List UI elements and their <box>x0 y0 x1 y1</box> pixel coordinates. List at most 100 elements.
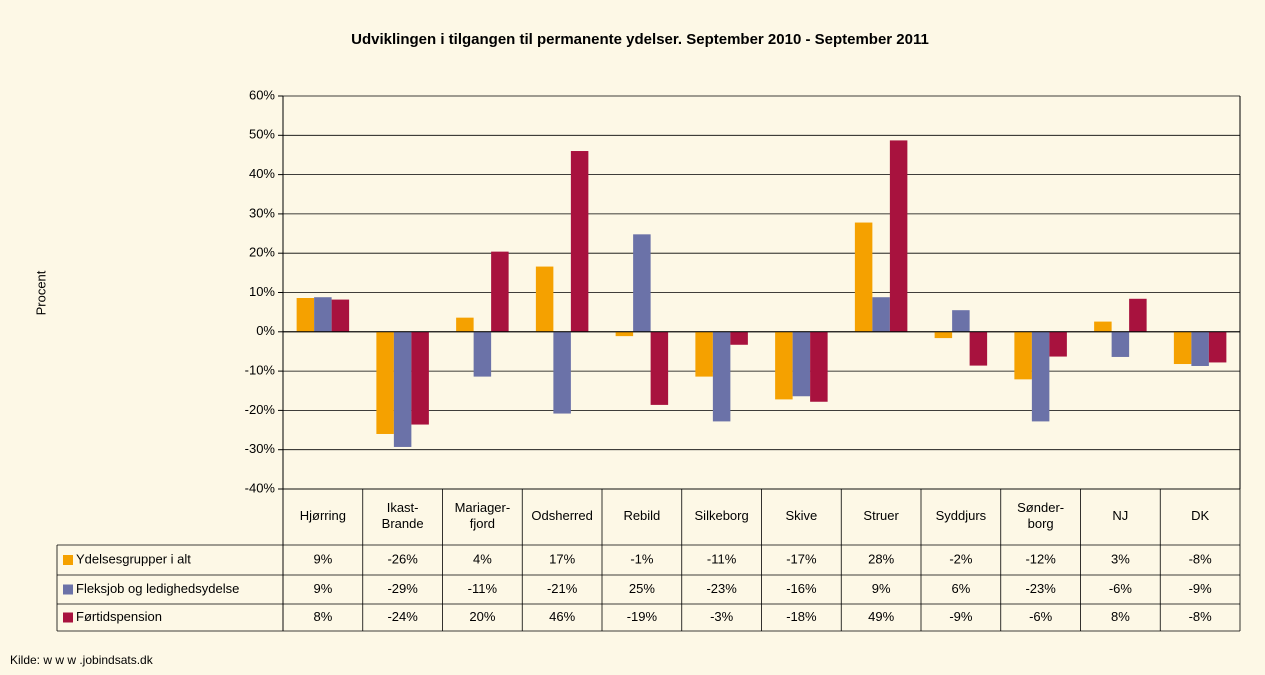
bar <box>331 299 350 332</box>
y-tick-label: -10% <box>245 363 276 378</box>
bar <box>730 331 748 345</box>
table-value: -11% <box>468 581 498 596</box>
bar <box>393 331 412 447</box>
legend-label: Førtidspension <box>76 609 162 624</box>
bar <box>854 222 873 332</box>
table-value: -23% <box>1025 581 1056 596</box>
table-value: 6% <box>951 581 970 596</box>
bar <box>1173 331 1192 365</box>
bar <box>1129 298 1147 332</box>
bar <box>1094 321 1112 332</box>
bar <box>535 266 554 332</box>
x-tick-label-line: fjord <box>470 516 495 531</box>
x-tick-label-line: Ikast- <box>387 500 419 515</box>
x-tick-label: Sønder-borg <box>1017 500 1064 531</box>
bar <box>411 331 429 425</box>
table-value: -29% <box>387 581 418 596</box>
x-tick-label: Rebild <box>623 508 660 523</box>
x-tick-label-line: Rebild <box>623 508 660 523</box>
x-tick-label-line: Silkeborg <box>695 508 749 523</box>
bar <box>934 331 953 339</box>
bar <box>695 331 713 377</box>
y-tick-label: 10% <box>249 284 275 299</box>
bar <box>314 297 332 332</box>
x-tick-label-line: borg <box>1028 516 1054 531</box>
table-value: 9% <box>872 581 891 596</box>
bar <box>570 151 589 332</box>
legend-swatch <box>63 612 73 623</box>
table-value: -12% <box>1025 551 1056 566</box>
chart-title: Udviklingen i tilgangen til permanente y… <box>351 31 929 48</box>
table-value: -9% <box>1189 581 1213 596</box>
table-value: -24% <box>387 609 418 624</box>
x-tick-label: Struer <box>863 508 899 523</box>
bar <box>491 251 509 332</box>
x-tick-label: Mariager-fjord <box>455 500 511 531</box>
table-value: -11% <box>707 551 737 566</box>
table-value: -18% <box>786 609 817 624</box>
table-value: 17% <box>549 551 575 566</box>
bar <box>456 317 474 332</box>
x-tick-label-line: Skive <box>785 508 817 523</box>
table-value: 25% <box>629 581 655 596</box>
legend-swatch <box>63 555 73 565</box>
x-tick-label: Ikast-Brande <box>382 500 424 531</box>
bar <box>1208 331 1227 363</box>
table-value: 8% <box>313 609 332 624</box>
table-value: 8% <box>1111 609 1130 624</box>
table-value: 46% <box>549 609 575 624</box>
x-tick-label-line: DK <box>1191 508 1209 523</box>
x-tick-label: Hjørring <box>300 508 346 523</box>
table-value: 28% <box>868 551 894 566</box>
table-value: 3% <box>1111 551 1130 566</box>
bar <box>1031 331 1050 422</box>
bar <box>872 297 890 332</box>
table-value: 20% <box>469 609 495 624</box>
y-axis-label: Procent <box>33 270 48 315</box>
bar <box>296 298 315 332</box>
y-tick-label: -20% <box>245 402 276 417</box>
bar <box>553 331 571 414</box>
y-tick-label: -30% <box>245 441 276 456</box>
bar <box>650 331 669 405</box>
x-tick-label: DK <box>1191 508 1209 523</box>
x-tick-label: Odsherred <box>531 508 592 523</box>
bar <box>889 140 908 332</box>
table-value: -9% <box>949 609 973 624</box>
y-tick-label: 30% <box>249 205 275 220</box>
bar <box>810 331 828 402</box>
table-value: -6% <box>1109 581 1133 596</box>
x-tick-label: Syddjurs <box>936 508 987 523</box>
x-tick-label-line: Mariager- <box>455 500 511 515</box>
bar <box>952 310 970 332</box>
x-tick-label-line: Struer <box>863 508 899 523</box>
bar <box>633 234 651 332</box>
x-tick-label-line: Brande <box>382 516 424 531</box>
table-value: 9% <box>313 551 332 566</box>
y-tick-label: -40% <box>245 480 276 495</box>
legend-swatch <box>63 584 73 595</box>
y-tick-label: 0% <box>256 323 275 338</box>
bar <box>1014 331 1032 380</box>
y-tick-label: 60% <box>249 87 275 102</box>
table-value: -21% <box>547 581 578 596</box>
y-tick-label: 40% <box>249 166 275 181</box>
bar <box>1111 331 1130 357</box>
x-tick-label-line: NJ <box>1112 508 1128 523</box>
table-value: -8% <box>1189 609 1213 624</box>
table-value: -17% <box>786 551 817 566</box>
table-value: 9% <box>313 581 332 596</box>
y-tick-label: 20% <box>249 245 275 260</box>
table-value: -3% <box>710 609 734 624</box>
x-tick-label-line: Sønder- <box>1017 500 1064 515</box>
bar <box>775 331 793 400</box>
table-value: -23% <box>706 581 737 596</box>
x-tick-label-line: Odsherred <box>531 508 592 523</box>
bar <box>969 331 988 366</box>
legend-label: Fleksjob og ledighedsydelse <box>76 581 239 596</box>
bar <box>1191 331 1209 366</box>
x-tick-label: NJ <box>1112 508 1128 523</box>
bar <box>712 331 731 422</box>
